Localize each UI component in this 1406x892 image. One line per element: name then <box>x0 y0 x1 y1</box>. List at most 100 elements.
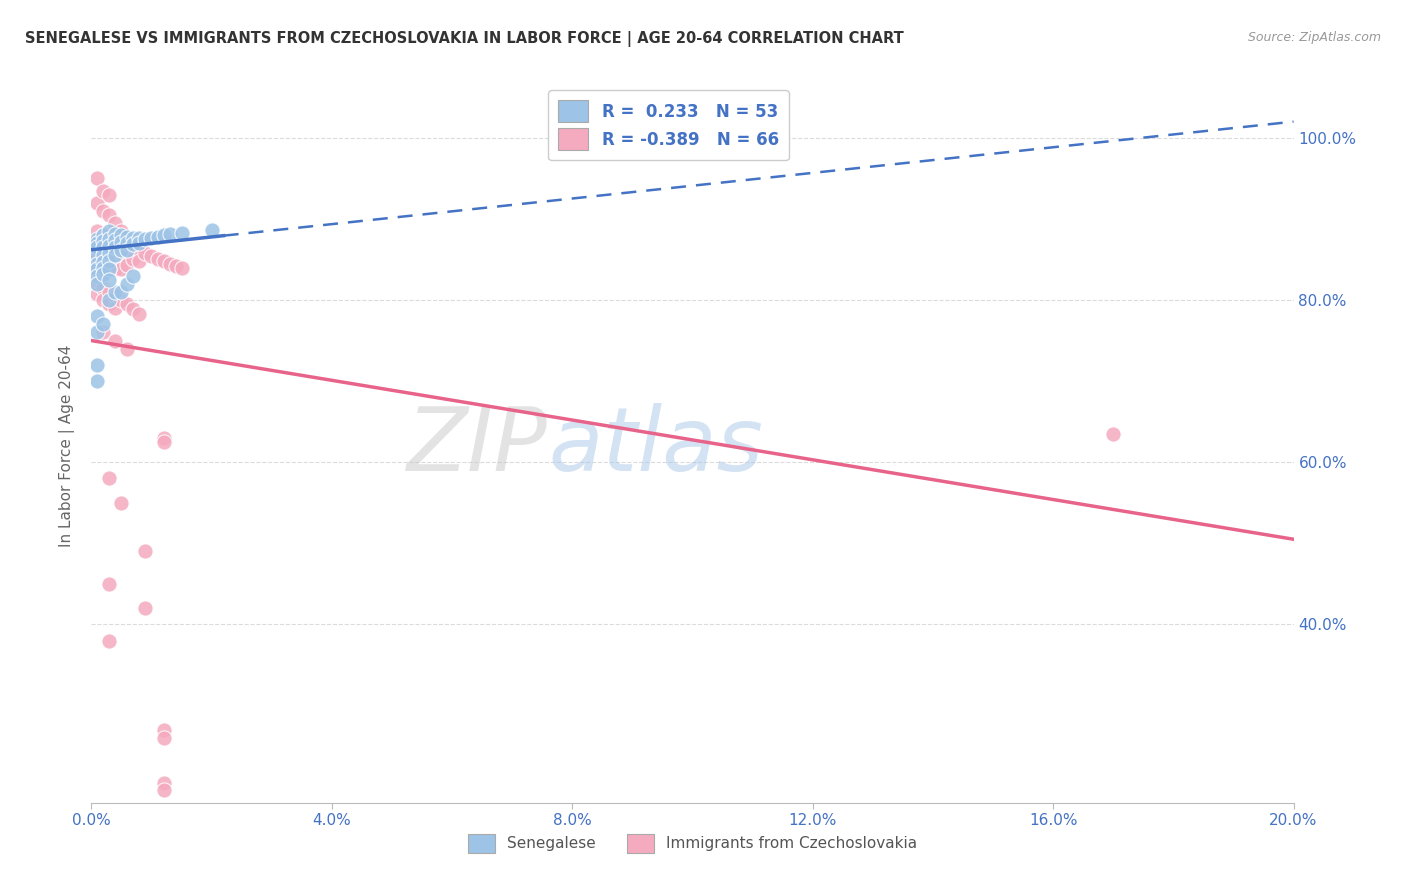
Point <box>104 334 127 348</box>
Point <box>86 248 108 262</box>
Point <box>122 230 145 244</box>
Point <box>1102 426 1125 441</box>
Point <box>110 254 132 268</box>
Point <box>86 277 108 291</box>
Point <box>110 293 132 307</box>
Point <box>110 228 132 243</box>
Point <box>152 228 174 243</box>
Point <box>104 227 127 241</box>
Point <box>86 171 108 186</box>
Point <box>110 235 132 250</box>
Point <box>86 260 108 275</box>
Legend: Senegalese, Immigrants from Czechoslovakia: Senegalese, Immigrants from Czechoslovak… <box>461 828 924 859</box>
Point <box>170 226 193 240</box>
Point <box>86 240 108 254</box>
Point <box>86 195 108 210</box>
Point <box>86 236 108 251</box>
Point <box>110 285 132 299</box>
Point <box>98 246 121 260</box>
Point <box>98 254 121 268</box>
Point <box>86 232 108 246</box>
Point <box>86 374 108 388</box>
Point <box>93 260 115 275</box>
Point <box>117 229 139 244</box>
Point <box>104 233 127 247</box>
Point <box>122 240 145 254</box>
Point <box>146 252 169 266</box>
Point <box>110 496 132 510</box>
Point <box>122 252 145 267</box>
Point <box>152 434 174 449</box>
Point <box>98 273 121 287</box>
Point <box>93 228 115 243</box>
Point <box>93 228 115 243</box>
Point <box>134 246 156 260</box>
Point <box>117 342 139 356</box>
Point <box>86 252 108 267</box>
Point <box>98 208 121 222</box>
Point <box>93 240 115 254</box>
Point <box>93 184 115 198</box>
Point <box>98 293 121 307</box>
Point <box>86 277 108 291</box>
Point <box>104 289 127 303</box>
Point <box>141 230 163 244</box>
Text: ZIP: ZIP <box>408 403 548 489</box>
Point <box>165 259 187 273</box>
Point <box>86 286 108 301</box>
Point <box>122 301 145 316</box>
Point <box>117 248 139 262</box>
Point <box>98 285 121 299</box>
Point <box>98 633 121 648</box>
Point <box>110 224 132 238</box>
Point <box>86 268 108 283</box>
Point <box>98 577 121 591</box>
Point <box>104 262 127 277</box>
Point <box>98 232 121 246</box>
Point <box>117 277 139 291</box>
Point <box>104 301 127 315</box>
Point <box>98 254 121 268</box>
Point <box>110 262 132 277</box>
Point <box>93 234 115 248</box>
Point <box>170 260 193 275</box>
Point <box>86 235 108 249</box>
Point <box>98 232 121 246</box>
Point <box>141 249 163 263</box>
Point <box>104 248 127 262</box>
Point <box>93 256 115 270</box>
Text: SENEGALESE VS IMMIGRANTS FROM CZECHOSLOVAKIA IN LABOR FORCE | AGE 20-64 CORRELAT: SENEGALESE VS IMMIGRANTS FROM CZECHOSLOV… <box>25 31 904 47</box>
Point <box>117 236 139 251</box>
Point <box>104 240 127 254</box>
Point <box>117 243 139 257</box>
Point <box>93 318 115 332</box>
Point <box>128 236 150 251</box>
Point <box>152 254 174 268</box>
Point <box>86 326 108 340</box>
Y-axis label: In Labor Force | Age 20-64: In Labor Force | Age 20-64 <box>59 345 76 547</box>
Point <box>98 238 121 252</box>
Point <box>134 232 156 246</box>
Point <box>93 203 115 218</box>
Point <box>98 246 121 260</box>
Point <box>93 326 115 340</box>
Point <box>86 310 108 324</box>
Point <box>152 782 174 797</box>
Point <box>146 229 169 244</box>
Point <box>122 237 145 252</box>
Point <box>104 285 127 299</box>
Point <box>159 227 181 241</box>
Point <box>201 223 224 237</box>
Point <box>117 297 139 311</box>
Point <box>104 254 127 268</box>
Point <box>128 231 150 245</box>
Point <box>98 262 121 277</box>
Point <box>122 268 145 283</box>
Point <box>93 293 115 307</box>
Point <box>93 267 115 281</box>
Point <box>128 307 150 321</box>
Point <box>98 187 121 202</box>
Point <box>98 224 121 238</box>
Point <box>152 431 174 445</box>
Point <box>86 358 108 372</box>
